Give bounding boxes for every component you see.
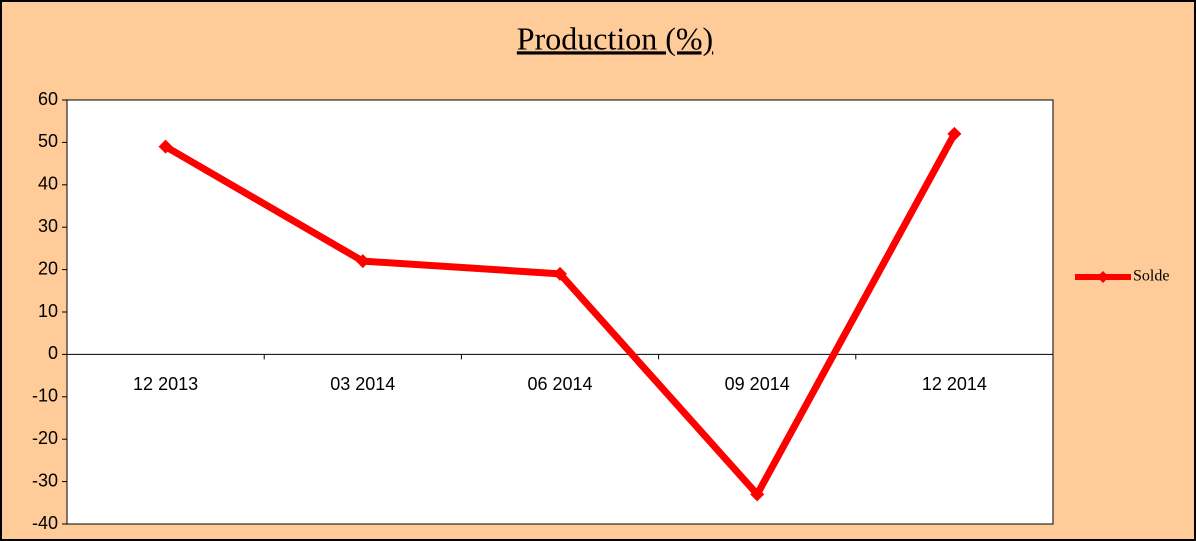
x-tick-label: 03 2014 <box>330 374 395 394</box>
data-point <box>750 487 765 502</box>
y-tick-label: 0 <box>48 343 58 363</box>
plot-area <box>66 99 1054 525</box>
y-tick-label: 20 <box>38 258 58 278</box>
y-tick-label: -10 <box>32 386 58 406</box>
y-tick-label: 10 <box>38 301 58 321</box>
x-tick-label: 06 2014 <box>527 374 592 394</box>
x-tick-label: 12 2013 <box>133 374 198 394</box>
data-point <box>355 254 370 269</box>
legend-marker <box>1097 271 1109 283</box>
y-tick-label: 50 <box>38 131 58 151</box>
y-tick-label: 40 <box>38 174 58 194</box>
y-tick-label: 30 <box>38 216 58 236</box>
y-tick-label: -40 <box>32 513 58 533</box>
data-point <box>553 266 567 281</box>
chart-title: Production (%) <box>517 20 713 56</box>
y-tick-label: -20 <box>32 428 58 448</box>
x-tick-label: 09 2014 <box>725 374 790 394</box>
y-tick-label: -30 <box>32 470 58 490</box>
x-tick-label: 12 2014 <box>922 374 987 394</box>
data-point <box>158 139 173 154</box>
legend-label: Solde <box>1133 268 1169 285</box>
data-point <box>947 126 962 141</box>
y-tick-label: 60 <box>38 89 58 109</box>
